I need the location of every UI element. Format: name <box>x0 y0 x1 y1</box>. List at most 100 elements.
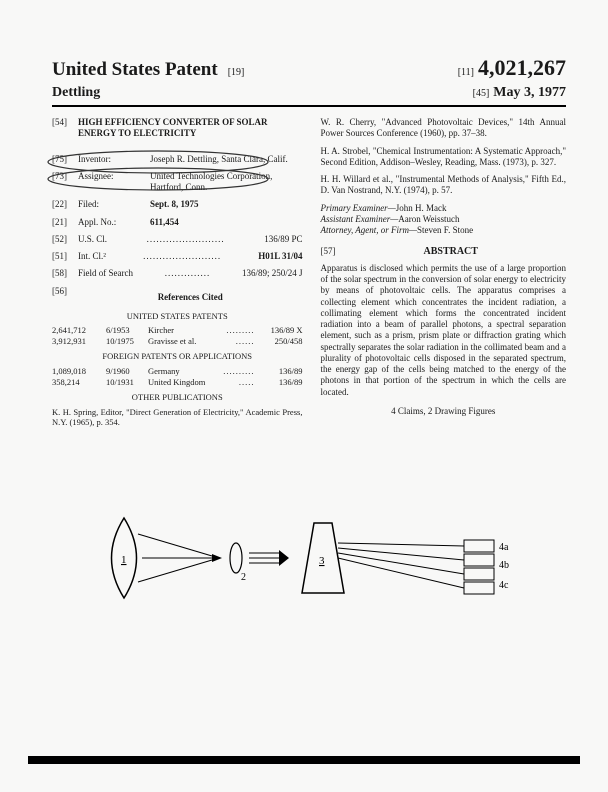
invention-title: HIGH EFFICIENCY CONVERTER OF SOLAR ENERG… <box>78 117 302 140</box>
appl-no-value: 611,454 <box>150 217 302 228</box>
date-bracket: [45] <box>473 88 490 99</box>
ref-num: 1,089,018 <box>52 366 106 377</box>
other-pubs-head: OTHER PUBLICATIONS <box>52 392 302 403</box>
atty-name: Steven F. Stone <box>417 225 473 235</box>
ref-num: 2,641,712 <box>52 325 106 336</box>
ref-name: Germany <box>148 366 223 377</box>
issue-date: May 3, 1977 <box>493 85 566 100</box>
examiner-label: Primary Examiner— <box>320 203 395 213</box>
dots: ........................ <box>107 234 264 245</box>
field-52-label: U.S. Cl. <box>78 234 107 245</box>
abstract-code: [57] <box>320 246 335 257</box>
ref-date: 10/1975 <box>106 336 148 347</box>
ref-date: 10/1931 <box>106 377 148 388</box>
field-21: [21] Appl. No.: 611,454 <box>52 217 302 228</box>
field-58-code: [58] <box>52 268 78 279</box>
ref-num: 358,214 <box>52 377 106 388</box>
title-bracket: [19] <box>228 67 245 78</box>
ref-date: 9/1960 <box>106 366 148 377</box>
inventor-value: Joseph R. Dettling, Santa Clara, Calif. <box>150 154 302 165</box>
ref-cls: 136/89 X <box>254 325 302 336</box>
atty-label: Attorney, Agent, or Firm— <box>320 225 417 235</box>
field-75-label: Inventor: <box>78 154 150 165</box>
ref-cls: 250/458 <box>254 336 302 347</box>
patent-figure: 1 2 3 4a 4b 4c <box>52 498 566 623</box>
inventor-surname: Dettling <box>52 85 100 101</box>
references-cited-head: References Cited <box>78 292 302 303</box>
other-pub-text: K. H. Spring, Editor, "Direct Generation… <box>52 407 302 428</box>
field-58: [58] Field of Search .............. 136/… <box>52 268 302 279</box>
field-search-value: 136/89; 250/24 J <box>242 268 303 279</box>
field-56-code: [56] <box>52 286 78 305</box>
right-column: W. R. Cherry, "Advanced Photovoltaic Dev… <box>320 117 566 428</box>
header-rule <box>52 105 566 107</box>
dots: ..... <box>239 377 255 388</box>
fig-label-4b: 4b <box>499 560 509 571</box>
dots: .......... <box>223 366 254 377</box>
int-cl-value: H01L 31/04 <box>258 251 302 262</box>
foreign-ref-row: 358,214 10/1931 United Kingdom ..... 136… <box>52 377 302 388</box>
examiner-line: Primary Examiner—John H. Mack <box>320 203 566 214</box>
ref-date: 6/1953 <box>106 325 148 336</box>
patent-title: United States Patent <box>52 59 218 80</box>
page-bottom-bar <box>28 756 580 764</box>
us-ref-row: 3,912,931 10/1975 Gravisse et al. ......… <box>52 336 302 347</box>
foreign-patents-head: FOREIGN PATENTS OR APPLICATIONS <box>52 351 302 362</box>
assignee-value: United Technologies Corporation, Hartfor… <box>150 171 302 194</box>
ref-cls: 136/89 <box>254 377 302 388</box>
fig-label-3: 3 <box>319 555 325 567</box>
field-75: [75] Inventor: Joseph R. Dettling, Santa… <box>52 154 302 165</box>
field-73-code: [73] <box>52 171 78 194</box>
asst-name: Aaron Weisstuch <box>398 214 459 224</box>
field-22-code: [22] <box>52 199 78 210</box>
field-52-code: [52] <box>52 234 78 245</box>
field-73: [73] Assignee: United Technologies Corpo… <box>52 171 302 194</box>
ref-name: United Kingdom <box>148 377 239 388</box>
field-21-label: Appl. No.: <box>78 217 150 228</box>
field-75-code: [75] <box>52 154 78 165</box>
fig-label-2: 2 <box>241 572 246 583</box>
field-54: [54] HIGH EFFICIENCY CONVERTER OF SOLAR … <box>52 117 302 148</box>
asst-label: Assistant Examiner— <box>320 214 398 224</box>
publication-2: H. A. Strobel, "Chemical Instrumentation… <box>320 146 566 169</box>
abstract-head: ABSTRACT <box>335 246 566 259</box>
fig-label-1: 1 <box>121 554 127 566</box>
examiner-name: John H. Mack <box>396 203 447 213</box>
fig-label-4c: 4c <box>499 580 509 591</box>
body-columns: [54] HIGH EFFICIENCY CONVERTER OF SOLAR … <box>52 117 566 428</box>
field-51-code: [51] <box>52 251 78 262</box>
fig-label-4a: 4a <box>499 542 509 553</box>
dots: ........................ <box>106 251 258 262</box>
dots: .............. <box>133 268 242 279</box>
foreign-ref-row: 1,089,018 9/1960 Germany .......... 136/… <box>52 366 302 377</box>
field-52: [52] U.S. Cl. ........................ 1… <box>52 234 302 245</box>
abstract-text: Apparatus is disclosed which permits the… <box>320 263 566 398</box>
field-51: [51] Int. Cl.² ........................ … <box>52 251 302 262</box>
field-56: [56] References Cited <box>52 286 302 305</box>
ref-name: Gravisse et al. <box>148 336 236 347</box>
filed-value: Sept. 8, 1975 <box>150 199 302 210</box>
attorney-line: Attorney, Agent, or Firm—Steven F. Stone <box>320 225 566 236</box>
number-bracket: [11] <box>458 67 474 78</box>
field-21-code: [21] <box>52 217 78 228</box>
left-column: [54] HIGH EFFICIENCY CONVERTER OF SOLAR … <box>52 117 302 428</box>
claims-line: 4 Claims, 2 Drawing Figures <box>320 406 566 417</box>
field-51-label: Int. Cl.² <box>78 251 106 262</box>
us-cl-value: 136/89 PC <box>264 234 302 245</box>
patent-number: 4,021,267 <box>478 55 566 80</box>
figure-svg: 1 2 3 4a 4b 4c <box>94 498 524 618</box>
asst-examiner-line: Assistant Examiner—Aaron Weisstuch <box>320 214 566 225</box>
field-22-label: Filed: <box>78 199 150 210</box>
field-54-code: [54] <box>52 117 78 148</box>
dots: ...... <box>236 336 255 347</box>
ref-name: Kircher <box>148 325 226 336</box>
publication-3: H. H. Willard et al., "Instrumental Meth… <box>320 174 566 197</box>
field-22: [22] Filed: Sept. 8, 1975 <box>52 199 302 210</box>
header-row-1: United States Patent [19] [11] 4,021,267 <box>52 55 566 81</box>
ref-num: 3,912,931 <box>52 336 106 347</box>
us-patents-head: UNITED STATES PATENTS <box>52 311 302 322</box>
publication-1: W. R. Cherry, "Advanced Photovoltaic Dev… <box>320 117 566 140</box>
us-ref-row: 2,641,712 6/1953 Kircher ......... 136/8… <box>52 325 302 336</box>
dots: ......... <box>226 325 254 336</box>
field-58-label: Field of Search <box>78 268 133 279</box>
